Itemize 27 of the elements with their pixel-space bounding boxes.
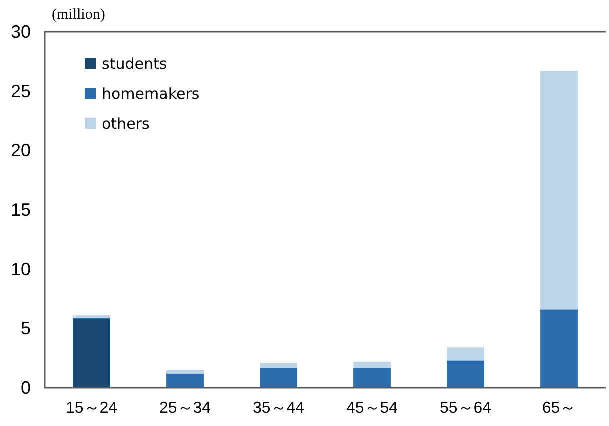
bar: [540, 71, 578, 310]
x-tick-label: 65～: [542, 400, 576, 417]
bar: [166, 374, 204, 388]
y-axis-title: (million): [52, 7, 106, 23]
legend-label: students: [102, 55, 168, 73]
y-tick-label: 5: [20, 318, 31, 339]
x-tick-label: 55～64: [440, 400, 492, 417]
y-tick-label: 20: [10, 140, 31, 161]
bar: [260, 368, 298, 388]
y-tick-label: 0: [20, 378, 31, 398]
x-tick-label: 25～34: [159, 400, 212, 417]
y-tick-label: 15: [10, 200, 31, 220]
bar: [260, 363, 298, 368]
y-tick-label: 25: [10, 81, 31, 102]
bar: [354, 362, 391, 368]
y-tick-label: 30: [10, 22, 31, 42]
bar: [447, 360, 484, 388]
bar: [447, 348, 484, 361]
x-tick-label: 15～24: [66, 400, 118, 417]
legend-label: homemakers: [102, 85, 200, 103]
y-tick-label: 10: [10, 259, 31, 280]
x-tick-label: 45～54: [346, 400, 398, 417]
x-tick-label: 35～44: [252, 400, 305, 417]
legend-label: others: [102, 115, 150, 133]
bar: [354, 368, 391, 388]
bar: [166, 370, 204, 374]
bar: [540, 310, 578, 388]
